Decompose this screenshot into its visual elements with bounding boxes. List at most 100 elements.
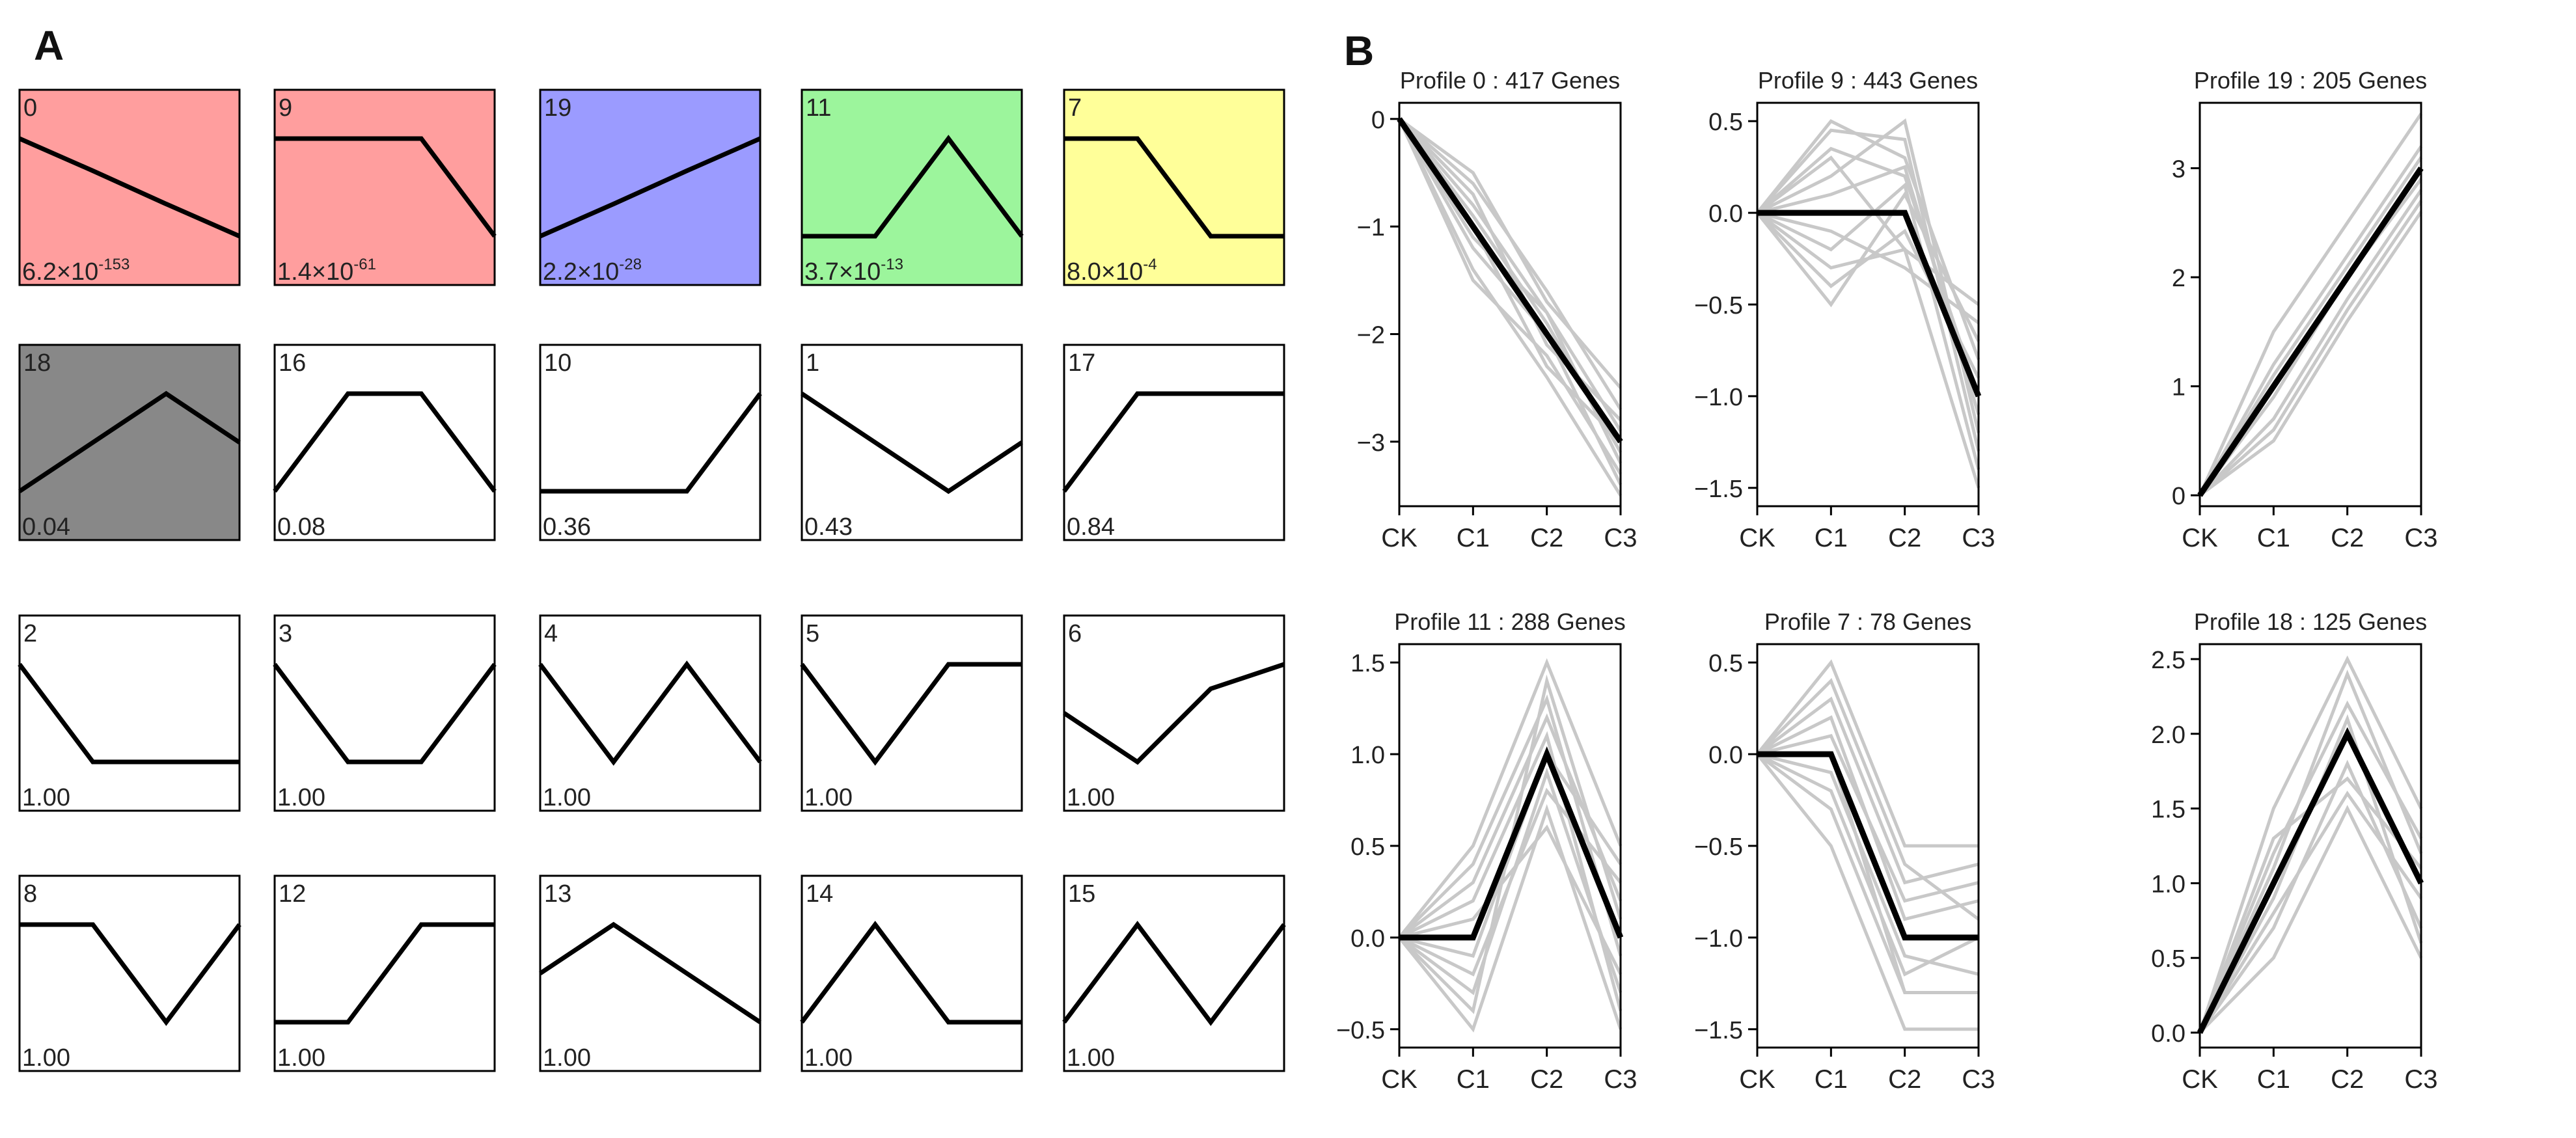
profile-pvalue-label: 1.00 xyxy=(22,784,70,811)
profile-id-label: 1 xyxy=(806,349,819,377)
profile-pvalue-label: 0.84 xyxy=(1067,513,1115,541)
y-tick-label: 0.0 xyxy=(1708,742,1743,769)
gene-line xyxy=(2198,145,2423,496)
profile-tile-19: 192.2×10-28 xyxy=(539,88,761,286)
profile-tile-3: 31.00 xyxy=(273,614,497,812)
profile-tile-box xyxy=(273,614,496,812)
gene-line xyxy=(2199,804,2423,1034)
profile-tile-12: 121.00 xyxy=(273,874,496,1072)
y-tick-label: −1.5 xyxy=(1694,476,1743,503)
y-tick-label: −0.5 xyxy=(1694,292,1743,319)
profile-model-line xyxy=(800,921,1022,1025)
y-tick-label: 1 xyxy=(2172,374,2185,401)
profile-id-label: 10 xyxy=(544,349,571,377)
panel-b-label: B xyxy=(1344,27,1374,74)
profile-pvalue-label: 1.00 xyxy=(804,1044,853,1072)
profile-tile-10: 100.36 xyxy=(539,344,762,541)
profile-tile-0: 0 6.2×10-153 xyxy=(18,88,241,286)
gene-line xyxy=(2199,200,2423,497)
plot-title: Profile 0 : 417 Genes xyxy=(1400,67,1620,94)
profile-tile-4: 41.00 xyxy=(538,614,762,812)
profile-tile-6: 61.00 xyxy=(1063,614,1285,812)
profile-tile-14: 141.00 xyxy=(800,874,1023,1072)
profile-id-label: 4 xyxy=(544,620,558,647)
profile-tile-5: 51.00 xyxy=(800,614,1023,812)
profile-plot-5: Profile 18 : 125 Genes 0.0 0.5 1.0 1.5 2.0 2.5… xyxy=(2151,608,2437,1094)
panel-a-label: A xyxy=(34,22,64,69)
profile-pvalue-label: 1.00 xyxy=(1067,1044,1115,1072)
profile-tile-2: 21.00 xyxy=(18,614,241,812)
profile-model-line xyxy=(275,922,495,1025)
model-line xyxy=(1397,117,1623,444)
profile-id-label: 9 xyxy=(279,94,292,122)
profile-pvalue-label: 0.36 xyxy=(543,513,591,541)
profile-id-label: 12 xyxy=(279,880,306,908)
profile-tile-8: 81.00 xyxy=(18,874,241,1072)
gene-line xyxy=(2199,189,2423,496)
profile-id-label: 5 xyxy=(806,620,819,647)
profile-tile-box xyxy=(18,614,241,812)
x-tick-label: C2 xyxy=(1530,1065,1563,1094)
profile-tile-box xyxy=(539,874,761,1072)
gene-line xyxy=(2198,655,2423,1033)
model-line xyxy=(2197,727,2424,1034)
gene-line xyxy=(1399,824,1623,975)
profile-id-label: 11 xyxy=(806,94,831,122)
profile-id-label: 6 xyxy=(1068,620,1082,647)
plot-title: Profile 7 : 78 Genes xyxy=(1764,608,1971,635)
profile-pvalue-label: 0.43 xyxy=(804,513,853,541)
y-tick-label: 0 xyxy=(1371,107,1385,134)
x-tick-label: C1 xyxy=(2257,1065,2290,1094)
x-tick-label: C3 xyxy=(2404,1065,2437,1094)
x-tick-label: C1 xyxy=(1815,524,1848,552)
profile-model-line xyxy=(539,921,761,1024)
gene-line xyxy=(2198,113,2423,496)
profile-model-line xyxy=(1064,136,1284,239)
model-line xyxy=(1399,746,1624,941)
profile-tile-18: 180.04 xyxy=(18,344,241,541)
plot-title: Profile 19 : 205 Genes xyxy=(2194,67,2427,94)
plot-frame xyxy=(2199,102,2422,508)
plot-title: Profile 11 : 288 Genes xyxy=(1394,608,1626,635)
profile-tile-17: 170.84 xyxy=(1062,344,1285,541)
y-tick-label: 3 xyxy=(2172,156,2185,183)
profile-pvalue-label: 6.2×10-153 xyxy=(22,256,130,286)
x-tick-label: C3 xyxy=(2404,524,2437,552)
profile-pvalue-label: 1.00 xyxy=(277,1044,325,1072)
profile-model-line xyxy=(275,136,497,238)
profile-tile-box xyxy=(18,344,241,541)
y-tick-label: 2.0 xyxy=(2151,722,2185,749)
y-tick-label: 0 xyxy=(2172,483,2185,510)
profile-tile-13: 131.00 xyxy=(539,874,761,1072)
gene-line xyxy=(1398,658,1623,939)
gene-line xyxy=(2198,670,2423,1034)
profile-id-label: 16 xyxy=(279,349,306,377)
profile-tile-11: 113.7×10-13 xyxy=(801,88,1024,286)
y-tick-label: 0.0 xyxy=(2151,1020,2185,1048)
x-tick-label: C3 xyxy=(1604,1065,1637,1094)
y-tick-label: 1.5 xyxy=(2151,796,2185,824)
profile-id-label: 7 xyxy=(1068,94,1082,122)
profile-pvalue-label: 1.00 xyxy=(1067,784,1115,811)
profile-pvalue-label: 1.00 xyxy=(277,784,325,811)
gene-line xyxy=(1756,119,1980,360)
profile-tile-box xyxy=(1063,614,1285,812)
profile-plot-3: Profile 11 : 288 Genes 1.5 1.0 0.5 0.0 −0.5 CK… xyxy=(1336,608,1637,1094)
plot-title: Profile 9 : 443 Genes xyxy=(1758,67,1978,94)
y-tick-label: 0.5 xyxy=(1350,833,1385,861)
x-tick-label: C2 xyxy=(2331,524,2364,552)
profile-id-label: 14 xyxy=(806,880,833,908)
profile-tile-15: 151.00 xyxy=(1062,874,1286,1072)
profile-model-line xyxy=(539,136,761,239)
gene-lines xyxy=(2198,655,2423,1034)
profile-tile-16: 160.08 xyxy=(273,344,497,541)
profile-model-line xyxy=(20,922,241,1026)
panel-a-profile-grid: 0 6.2×10-153 9 1.4×10-61 192.2×10-28113.7×10… xyxy=(18,88,1286,1072)
profile-id-label: 2 xyxy=(23,620,37,647)
x-tick-label: C2 xyxy=(1888,1065,1921,1094)
gene-line xyxy=(1756,752,1980,977)
x-tick-label: CK xyxy=(1381,1065,1418,1094)
profile-model-line xyxy=(18,136,241,239)
